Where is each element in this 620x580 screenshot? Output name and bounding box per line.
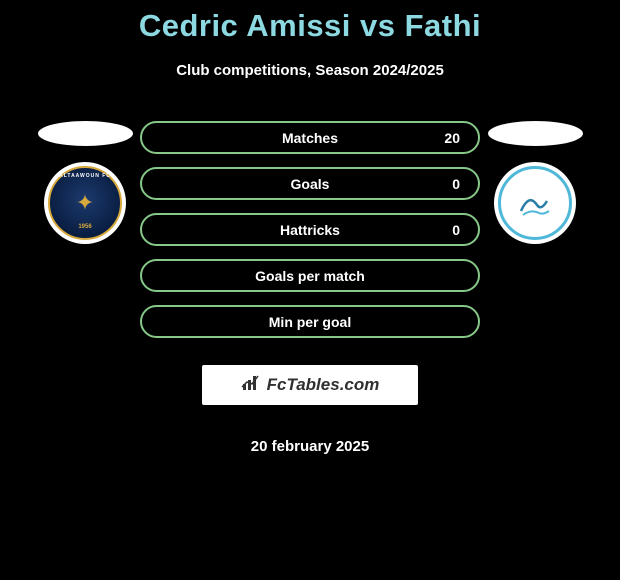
stat-label: Goals: [291, 176, 330, 192]
date-text: 20 february 2025: [251, 438, 369, 455]
stat-row-goals-per-match: Goals per match: [140, 259, 480, 292]
main-row: ALTAAWOUN FC ✦ 1956 Matches 20 Goals 0 H…: [0, 121, 620, 455]
left-badge-inner: ALTAAWOUN FC ✦ 1956: [48, 166, 122, 240]
stat-label: Matches: [282, 130, 338, 146]
right-team-badge: [494, 162, 576, 244]
fctables-logo[interactable]: FcTables.com: [202, 365, 418, 405]
stat-row-hattricks: Hattricks 0: [140, 213, 480, 246]
right-badge-inner: [498, 166, 572, 240]
right-player-oval: [488, 121, 583, 146]
wave-icon: [515, 183, 555, 223]
stat-value: 0: [452, 176, 460, 192]
right-player-col: [475, 121, 595, 244]
star-icon: ✦: [76, 192, 94, 214]
stat-row-min-per-goal: Min per goal: [140, 305, 480, 338]
left-team-badge: ALTAAWOUN FC ✦ 1956: [44, 162, 126, 244]
left-badge-bottom-text: 1956: [78, 224, 91, 230]
stat-value: 0: [452, 222, 460, 238]
logo-text: FcTables.com: [267, 375, 380, 395]
page-title: Cedric Amissi vs Fathi: [139, 8, 481, 44]
left-player-col: ALTAAWOUN FC ✦ 1956: [25, 121, 145, 244]
stat-value: 20: [444, 130, 460, 146]
stat-label: Hattricks: [280, 222, 340, 238]
stat-row-matches: Matches 20: [140, 121, 480, 154]
chart-icon: [241, 374, 263, 397]
comparison-card: Cedric Amissi vs Fathi Club competitions…: [0, 0, 620, 455]
left-player-oval: [38, 121, 133, 146]
stat-row-goals: Goals 0: [140, 167, 480, 200]
stat-label: Min per goal: [269, 314, 351, 330]
stat-label: Goals per match: [255, 268, 365, 284]
subtitle: Club competitions, Season 2024/2025: [176, 62, 444, 79]
left-badge-top-text: ALTAAWOUN FC: [59, 173, 111, 179]
stats-column: Matches 20 Goals 0 Hattricks 0 Goals per…: [137, 121, 483, 455]
